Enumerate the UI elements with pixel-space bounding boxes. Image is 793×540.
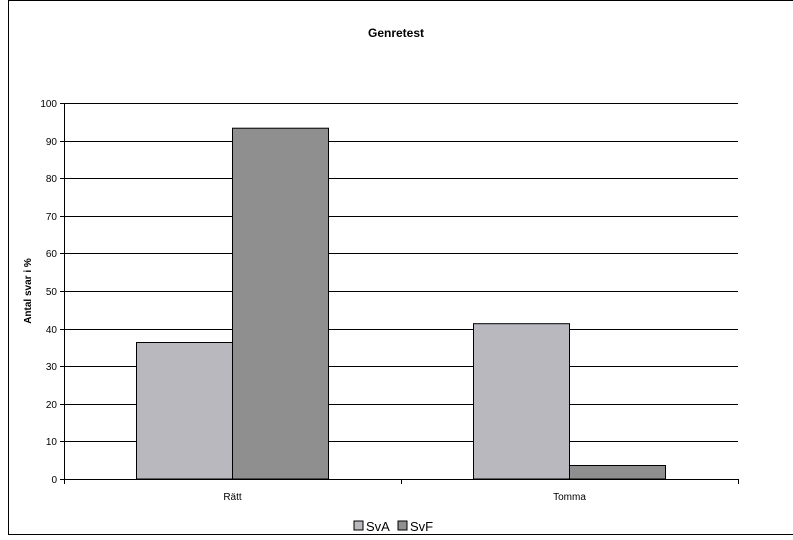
- x-tick-label: Rätt: [223, 492, 242, 503]
- y-tick-label: 40: [46, 325, 58, 336]
- y-tick-label: 30: [46, 362, 58, 373]
- legend-label-svf: SvF: [410, 519, 433, 534]
- legend-swatch-svf: [398, 521, 407, 530]
- chart-border: [9, 1, 793, 535]
- legend-swatch-sva: [354, 521, 363, 530]
- y-tick-label: 100: [40, 99, 57, 110]
- bar-svf-2: [570, 466, 666, 480]
- y-axis-label: Antal svar i %: [23, 258, 34, 324]
- bar-sva-1: [137, 343, 233, 480]
- y-tick-label: 90: [46, 137, 58, 148]
- chart-title: Genretest: [368, 26, 424, 40]
- y-tick-label: 60: [46, 249, 58, 260]
- y-tick-label: 0: [51, 475, 57, 486]
- y-tick-label: 10: [46, 437, 58, 448]
- y-tick-label: 50: [46, 287, 58, 298]
- x-tick-label: Tomma: [553, 492, 586, 503]
- bar-svf-1: [233, 128, 329, 479]
- bar-sva-2: [474, 324, 570, 479]
- legend-label-sva: SvA: [366, 519, 390, 534]
- y-tick-label: 20: [46, 400, 58, 411]
- y-tick-label: 80: [46, 174, 58, 185]
- y-tick-label: 70: [46, 212, 58, 223]
